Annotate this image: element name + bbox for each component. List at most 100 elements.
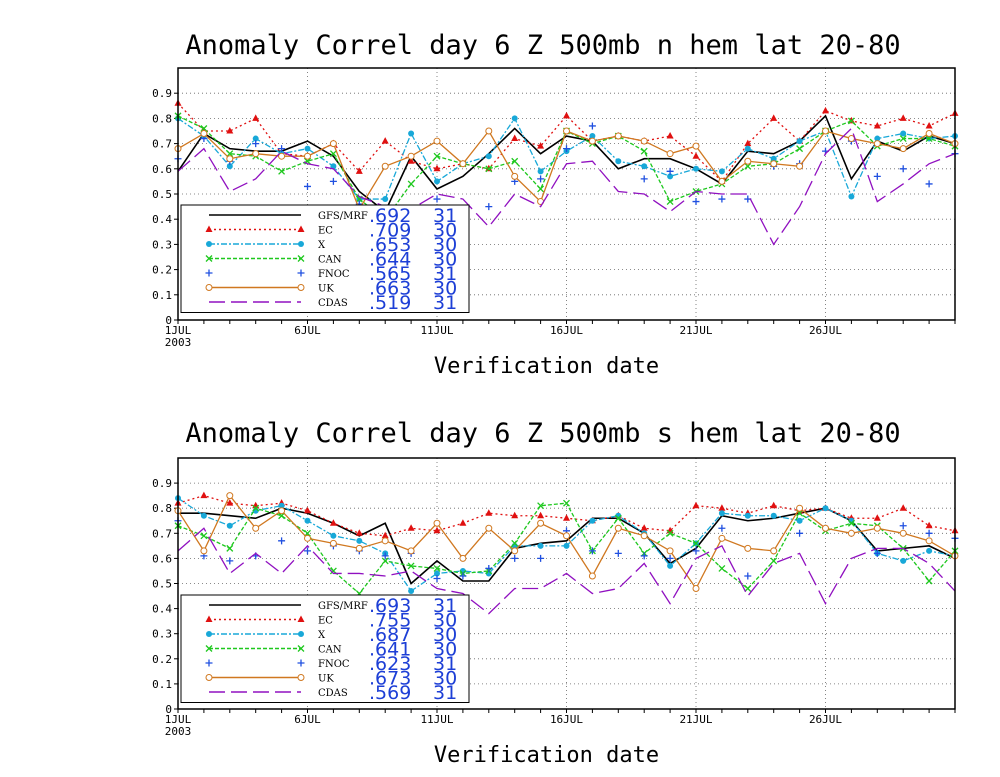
data-point	[434, 178, 440, 185]
data-point	[304, 152, 311, 160]
data-point	[537, 142, 545, 149]
data-point	[511, 554, 519, 562]
legend-count: 30	[433, 639, 457, 661]
series-line	[177, 527, 956, 615]
data-point	[304, 547, 311, 555]
x-tick-label: 26JUL	[809, 713, 842, 726]
plot-frame	[177, 457, 956, 710]
data-point	[408, 130, 415, 137]
data-point	[278, 167, 286, 175]
data-point	[459, 519, 467, 526]
x-tick-label: 1JUL	[165, 713, 192, 726]
chart-panel-1: Anomaly Correl day 6 Z 500mb n hem lat 2…	[152, 30, 959, 379]
data-point	[355, 167, 363, 174]
legend-stat: .692	[369, 205, 411, 227]
data-point	[511, 115, 518, 122]
legend-count: 30	[433, 610, 457, 632]
y-tick-label: 0.5	[152, 188, 172, 201]
data-point	[511, 547, 519, 555]
data-point	[873, 524, 881, 532]
data-point	[278, 145, 286, 153]
data-point	[589, 133, 596, 140]
data-point	[925, 521, 933, 529]
legend-label: CAN	[318, 645, 342, 656]
legend-label: CDAS	[318, 298, 348, 309]
data-point	[434, 570, 440, 577]
data-point	[485, 153, 492, 160]
y-tick-label: 0.2	[152, 264, 172, 277]
data-point	[381, 552, 389, 560]
y-tick-label: 0.6	[152, 163, 172, 176]
data-point	[511, 539, 519, 547]
legend-count: 31	[433, 292, 457, 314]
data-point	[718, 510, 725, 517]
legend-count: 31	[433, 682, 457, 704]
legend-count: 31	[433, 263, 457, 285]
data-point	[640, 175, 648, 183]
legend-label: CAN	[318, 255, 342, 266]
data-point	[666, 547, 674, 555]
data-point	[614, 514, 622, 522]
data-point	[873, 140, 881, 148]
legend-stat: .663	[369, 278, 411, 300]
data-point	[278, 537, 286, 545]
y-tick-label: 0.8	[152, 502, 172, 515]
data-point	[925, 577, 933, 585]
data-point	[666, 529, 674, 537]
data-point	[200, 547, 208, 555]
data-point	[718, 524, 726, 532]
data-point	[873, 121, 881, 129]
y-tick-label: 0.5	[152, 578, 172, 591]
legend-marker	[298, 631, 304, 637]
data-point	[537, 168, 544, 175]
data-point	[692, 547, 700, 555]
y-tick-label: 0.4	[152, 603, 172, 616]
data-point	[329, 539, 337, 547]
data-point	[355, 544, 363, 552]
data-point	[770, 547, 778, 555]
legend-marker	[297, 674, 305, 681]
y-tick-label: 0.3	[152, 628, 172, 641]
data-point	[899, 145, 907, 153]
data-point	[822, 524, 829, 532]
data-point	[925, 130, 933, 138]
legend-label: UK	[318, 674, 334, 685]
data-point	[744, 512, 751, 519]
legend: GFS/MRF .692 31 EC .709 30 X .653 30 CAN .644 30 FNO…	[180, 204, 470, 314]
y-tick-label: 0	[165, 314, 172, 327]
legend-stat: .755	[369, 610, 411, 632]
legend-label: X	[318, 630, 326, 641]
data-point	[330, 532, 337, 539]
data-point	[718, 177, 726, 185]
data-point	[563, 111, 570, 119]
data-point	[899, 522, 907, 530]
legend-count: 30	[433, 220, 457, 242]
legend-stat: .709	[369, 220, 411, 242]
data-point	[511, 134, 519, 142]
data-point	[407, 157, 415, 164]
data-point	[899, 114, 907, 121]
data-point	[796, 529, 804, 537]
data-point	[744, 145, 751, 152]
data-point	[537, 519, 545, 527]
data-point	[796, 517, 803, 524]
x-tick-label: 11JUL	[420, 324, 453, 337]
y-tick-label: 0.9	[152, 87, 172, 100]
data-point	[226, 544, 234, 552]
data-point	[407, 152, 415, 160]
data-point	[329, 150, 337, 158]
data-point	[589, 517, 596, 524]
data-point	[381, 137, 389, 144]
y-tick-label: 0.6	[152, 552, 172, 565]
data-point	[356, 537, 363, 544]
legend-label: GFS/MRF	[318, 601, 368, 612]
data-point	[381, 557, 389, 565]
data-point	[744, 139, 752, 147]
x-tick-label: 6JUL	[294, 324, 321, 337]
data-point	[770, 501, 778, 509]
x-tick-label: 16JUL	[550, 713, 583, 726]
data-point	[640, 552, 648, 560]
legend-marker	[297, 645, 305, 652]
legend-count: 31	[433, 653, 457, 675]
